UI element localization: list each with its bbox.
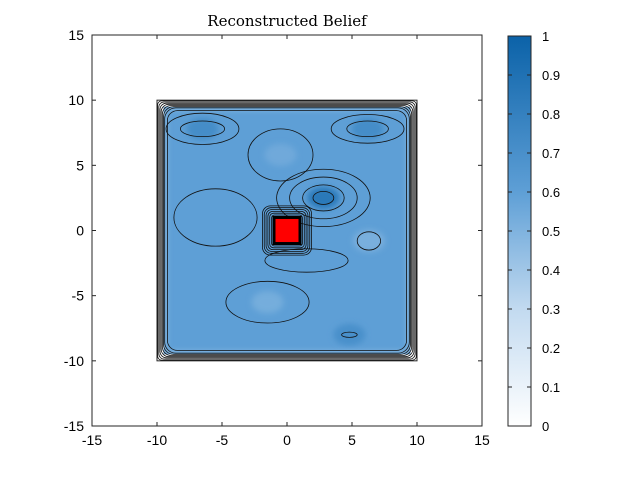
y-tick-label: -15: [64, 418, 84, 434]
colorbar-tick-label: 0.7: [542, 146, 560, 161]
colorbar-tick-label: 0.8: [542, 107, 560, 122]
obstacle-contour: [271, 214, 303, 247]
x-tick-label: 0: [283, 432, 291, 448]
y-tick-label: -10: [64, 353, 84, 369]
plot-area: -15 -10 -5 0 5 10 15 15 10 5 0 -5 -10 -15: [64, 27, 490, 448]
edge-contour: [157, 100, 417, 361]
colorbar-tick-label: 0.1: [542, 380, 560, 395]
chart-title: Reconstructed Belief: [207, 12, 368, 30]
feature-contour: [225, 280, 310, 324]
feature-contour: [276, 168, 371, 227]
x-tick-label: 15: [474, 432, 490, 448]
feature-contour: [173, 188, 258, 247]
edge-contour: [164, 107, 410, 354]
obstacle-contour: [265, 209, 309, 252]
colorbar-tick-label: 0.5: [542, 224, 560, 239]
feature-contour: [312, 191, 335, 205]
x-tick-label: -5: [216, 432, 229, 448]
y-axis: 15 10 5 0 -5 -10 -15: [64, 27, 482, 434]
colorbar-tick-label: 0.6: [542, 185, 560, 200]
colorbar: 1 0.9 0.8 0.7 0.6 0.5 0.4 0.3 0.2 0.1 0: [507, 29, 560, 434]
x-axis: -15 -10 -5 0 5 10 15: [82, 35, 490, 448]
field-patch: [307, 186, 340, 209]
feature-contour: [330, 114, 405, 144]
field-patch: [351, 117, 384, 140]
colorbar-tick-label: 0.3: [542, 302, 560, 317]
y-tick-label: 5: [76, 157, 84, 173]
edge-contour: [158, 101, 416, 360]
y-tick-label: 15: [68, 27, 84, 43]
edge-contour: [163, 106, 411, 355]
obstacle-contour: [269, 212, 305, 249]
feature-contour: [341, 331, 358, 338]
obstacle-contour: [263, 207, 311, 254]
obstacle-contour: [267, 210, 307, 251]
field-patch: [264, 143, 297, 166]
edge-contour: [160, 103, 414, 358]
obstacle-contour: [262, 205, 312, 256]
x-tick-label: 5: [348, 432, 356, 448]
feature-contour: [289, 176, 358, 220]
plateau-contour: [166, 110, 407, 351]
colorbar-tick-label: 0.2: [542, 341, 560, 356]
colorbar-tick-label: 0: [542, 419, 549, 434]
edge-contour: [159, 102, 415, 359]
contour-layer: [157, 100, 417, 361]
x-tick-label: -15: [82, 432, 102, 448]
edge-contour: [161, 105, 413, 356]
feature-contour: [179, 120, 225, 138]
colorbar-tick-label: 1: [542, 29, 549, 44]
field-patch: [186, 117, 219, 140]
feature-contour: [356, 231, 381, 251]
feature-contour: [165, 112, 240, 145]
x-tick-label: 10: [409, 432, 425, 448]
y-tick-label: 0: [76, 223, 84, 239]
field-patch: [251, 291, 284, 314]
field-patch: [333, 323, 366, 346]
y-tick-label: -5: [72, 288, 85, 304]
colorbar-ticks: 1 0.9 0.8 0.7 0.6 0.5 0.4 0.3 0.2 0.1 0: [508, 29, 560, 434]
colorbar-tick-label: 0.9: [542, 68, 560, 83]
x-tick-label: -10: [147, 432, 167, 448]
boundary-square: [156, 99, 418, 362]
feature-contour: [247, 128, 314, 182]
feature-contour: [302, 184, 345, 212]
y-tick-label: 10: [68, 92, 84, 108]
obstacle: [272, 215, 302, 246]
field-patch: [352, 229, 385, 252]
colorbar-tick-label: 0.4: [542, 263, 560, 278]
feature-contour: [346, 120, 389, 138]
